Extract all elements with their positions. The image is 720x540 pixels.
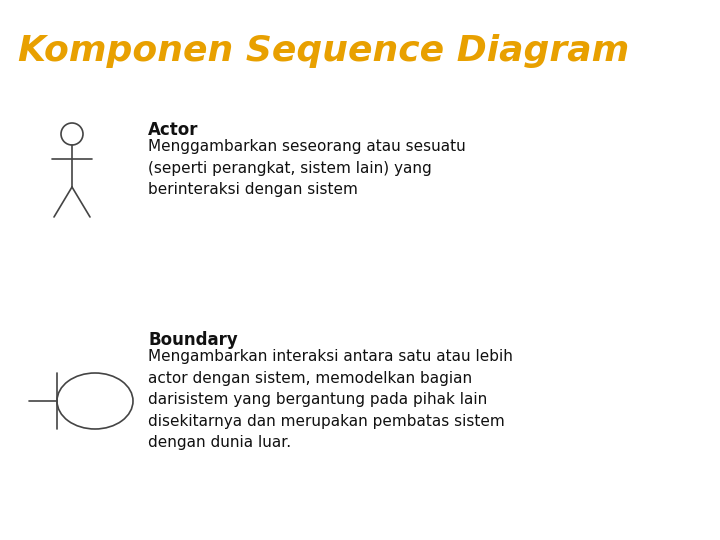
Text: Mengambarkan interaksi antara satu atau lebih
actor dengan sistem, memodelkan ba: Mengambarkan interaksi antara satu atau … <box>148 349 513 450</box>
Text: Actor: Actor <box>148 121 199 139</box>
Text: Komponen Sequence Diagram: Komponen Sequence Diagram <box>18 34 629 68</box>
Text: Boundary: Boundary <box>148 331 238 349</box>
Text: Menggambarkan seseorang atau sesuatu
(seperti perangkat, sistem lain) yang
berin: Menggambarkan seseorang atau sesuatu (se… <box>148 139 466 197</box>
